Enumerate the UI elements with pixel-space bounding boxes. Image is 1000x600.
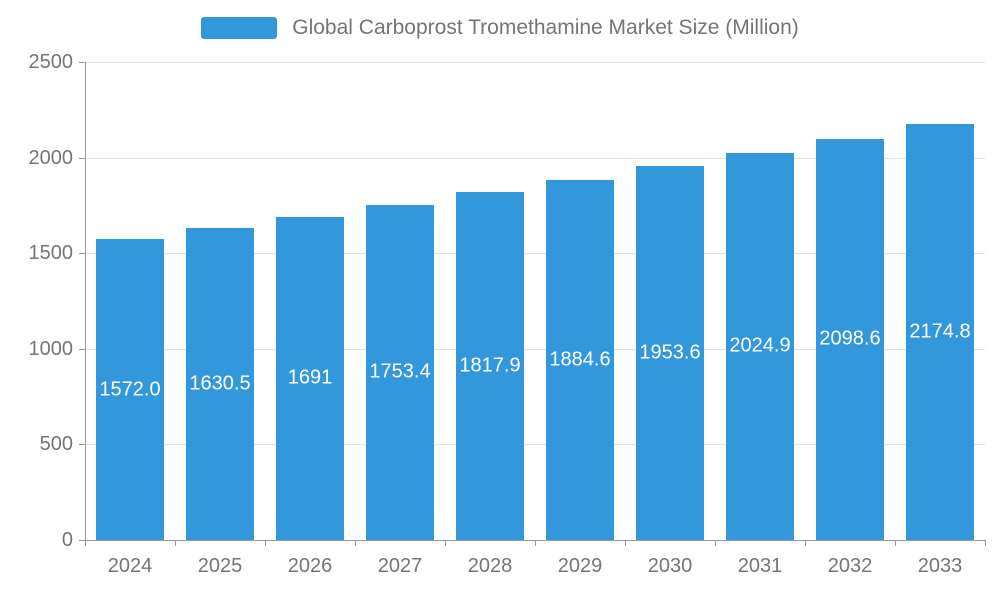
- x-axis-tick-label: 2031: [737, 555, 783, 577]
- bar-2026: 1691: [276, 216, 344, 540]
- x-axis-tick: [265, 540, 266, 546]
- bar-2024: 1572.0: [96, 239, 164, 540]
- y-axis-tick-label: 1000: [28, 337, 74, 360]
- bar-2028: 1817.9: [456, 192, 524, 540]
- bar-2033: 2174.8: [906, 124, 974, 540]
- bar-value-label: 2174.8: [909, 320, 971, 343]
- bar-value-label: 2098.6: [819, 327, 881, 350]
- y-axis-tick: [79, 253, 85, 255]
- y-axis-tick-label: 2500: [28, 51, 74, 73]
- x-axis-tick-label: 2025: [197, 555, 243, 577]
- y-axis-tick-label: 2000: [28, 146, 74, 169]
- chart-title: Global Carboprost Tromethamine Market Si…: [292, 16, 799, 39]
- gridline: [85, 444, 985, 446]
- x-axis-tick: [535, 540, 536, 546]
- bar-2027: 1753.4: [366, 204, 434, 540]
- gridline: [85, 62, 985, 63]
- y-axis-tick-label: 500: [39, 433, 73, 456]
- x-axis-tick-label: 2027: [377, 555, 423, 577]
- y-axis-tick: [79, 444, 85, 446]
- bar-value-label: 1953.6: [639, 341, 701, 364]
- bar-value-label: 1572.0: [99, 378, 161, 401]
- bar-2025: 1630.5: [186, 228, 254, 540]
- x-axis-tick: [445, 540, 446, 546]
- bar-2029: 1884.6: [546, 179, 614, 540]
- y-axis-tick: [79, 540, 85, 541]
- gridline: [85, 348, 985, 350]
- y-axis-tick-label: 0: [61, 529, 73, 551]
- bar-value-label: 2024.9: [729, 334, 791, 357]
- x-axis-tick: [895, 540, 896, 546]
- x-axis-tick-label: 2028: [467, 555, 513, 577]
- x-axis-tick: [985, 540, 986, 546]
- y-axis-line: [85, 62, 86, 540]
- x-axis-tick-label: 2032: [827, 555, 873, 577]
- bar-2031: 2024.9: [726, 152, 794, 540]
- x-axis-tick-label: 2026: [287, 555, 333, 577]
- x-axis-tick: [175, 540, 176, 546]
- bar-2032: 2098.6: [816, 138, 884, 540]
- x-axis-tick: [715, 540, 716, 546]
- legend-swatch[interactable]: [201, 17, 278, 39]
- x-axis-tick-label: 2024: [107, 555, 153, 577]
- x-axis-tick: [625, 540, 626, 546]
- bar-2030: 1953.6: [636, 166, 704, 540]
- x-axis-tick-label: 2033: [917, 555, 963, 577]
- bar-value-label: 1817.9: [459, 354, 521, 377]
- bar-value-label: 1691: [287, 366, 333, 389]
- bar-value-label: 1630.5: [189, 372, 251, 395]
- chart-legend: Global Carboprost Tromethamine Market Si…: [0, 16, 1000, 40]
- gridline: [85, 253, 985, 255]
- x-axis-tick: [85, 540, 86, 546]
- x-axis-tick: [355, 540, 356, 546]
- x-axis-tick-label: 2029: [557, 555, 603, 577]
- bar-value-label: 1884.6: [549, 348, 611, 371]
- y-axis-tick: [79, 157, 85, 159]
- bar-value-label: 1753.4: [369, 360, 431, 383]
- y-axis-tick: [79, 62, 85, 63]
- y-axis-tick-label: 1500: [28, 242, 74, 265]
- x-axis-tick-label: 2030: [647, 555, 693, 577]
- x-axis-tick: [805, 540, 806, 546]
- gridline: [85, 157, 985, 159]
- y-axis-tick: [79, 348, 85, 350]
